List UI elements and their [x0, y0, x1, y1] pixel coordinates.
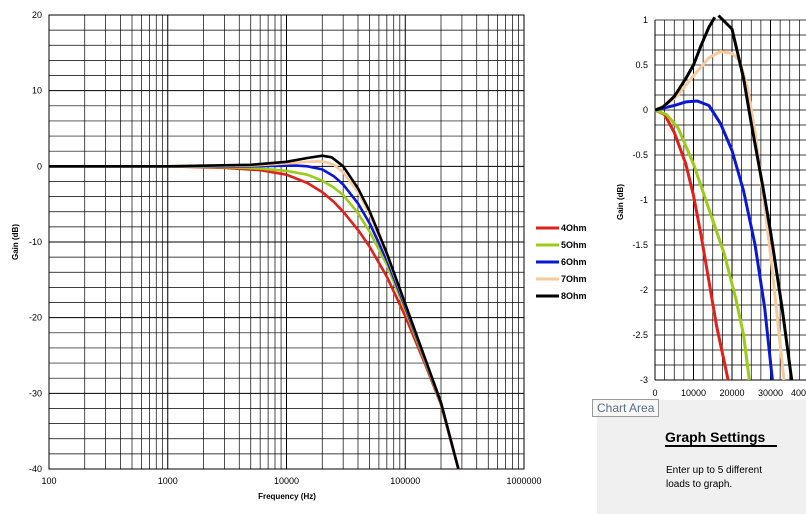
- main-tick-labels: 100 1000 10000 100000 100000020100-10-20-30-…: [29, 10, 542, 486]
- main-y-tick-label: 10: [32, 86, 42, 96]
- legend-label-7ohm: 7Ohm: [561, 274, 587, 284]
- zoom-series-line-8ohm: [654, 16, 716, 112]
- main-grid: [48, 14, 525, 470]
- zoom-grid: [654, 19, 806, 381]
- main-y-axis-title: Gain (dB): [11, 224, 20, 260]
- main-chart[interactable]: 100 1000 10000 100000 100000020100-10-20-30-…: [0, 0, 597, 514]
- zoom-y-tick-label: -2: [640, 285, 648, 295]
- zoom-x-tick-label: 0: [652, 388, 657, 398]
- main-x-tick-label: 1000000: [506, 476, 541, 486]
- main-x-axis-title: Frequency (Hz): [258, 492, 316, 501]
- zoom-x-tick-label: 30000: [758, 388, 783, 398]
- zoom-series-line-5ohm: [654, 108, 751, 381]
- main-y-tick-label: -30: [29, 388, 42, 398]
- zoom-y-axis-title: Gain (dB): [616, 184, 625, 220]
- zoom-y-tick-label: -0.5: [632, 150, 648, 160]
- zoom-tick-labels: 1 0.5 0 -0.5 -1 -1.5 -2 -2.5 -3 0 10000 20000 30000 4…: [632, 15, 806, 398]
- legend-label-6ohm: 6Ohm: [561, 257, 587, 267]
- zoom-y-tick-label: -1: [640, 195, 648, 205]
- main-series-line-8ohm: [49, 154, 460, 470]
- main-y-tick-label: 20: [32, 10, 42, 20]
- main-x-tick-label: 1000: [158, 476, 178, 486]
- zoom-chart[interactable]: 1 0.5 0 -0.5 -1 -1.5 -2 -2.5 -3 0 10000 20000 30000 4…: [597, 0, 806, 400]
- zoom-series-line-6ohm: [654, 99, 774, 381]
- main-x-tick-label: 100: [41, 476, 56, 486]
- main-legend: 4Ohm 5Ohm 6Ohm 7Ohm 8Ohm: [536, 223, 587, 301]
- zoom-x-tick-label: 10000: [681, 388, 706, 398]
- zoom-series-line-7ohm: [654, 50, 786, 381]
- zoom-y-tick-label: -1.5: [632, 240, 648, 250]
- main-y-tick-label: -20: [29, 313, 42, 323]
- chart-area-tooltip: Chart Area: [592, 399, 660, 417]
- graph-settings-description: Enter up to 5 different loads to graph.: [666, 465, 762, 490]
- zoom-series-line-8ohm: [717, 14, 794, 381]
- main-y-tick-label: 0: [37, 161, 42, 171]
- zoom-y-tick-label: 0.5: [635, 60, 648, 70]
- main-y-tick-label: -40: [29, 464, 42, 474]
- zoom-x-tick-label: 4000: [791, 388, 806, 398]
- zoom-y-tick-label: 0: [643, 105, 648, 115]
- main-series-lines: [49, 154, 460, 470]
- main-x-tick-label: 100000: [390, 476, 420, 486]
- legend-label-5ohm: 5Ohm: [561, 240, 587, 250]
- zoom-y-tick-label: 1: [643, 15, 648, 25]
- zoom-series-line-4ohm: [654, 108, 730, 381]
- legend-label-4ohm: 4Ohm: [561, 223, 587, 233]
- zoom-x-tick-label: 20000: [719, 388, 744, 398]
- graph-settings-title: Graph Settings: [665, 429, 778, 447]
- zoom-y-tick-label: -3: [640, 375, 648, 385]
- zoom-y-tick-label: -2.5: [632, 330, 648, 340]
- main-x-tick-label: 10000: [274, 476, 299, 486]
- legend-label-8ohm: 8Ohm: [561, 291, 587, 301]
- zoom-series-lines: [654, 14, 794, 381]
- main-y-tick-label: -10: [29, 237, 42, 247]
